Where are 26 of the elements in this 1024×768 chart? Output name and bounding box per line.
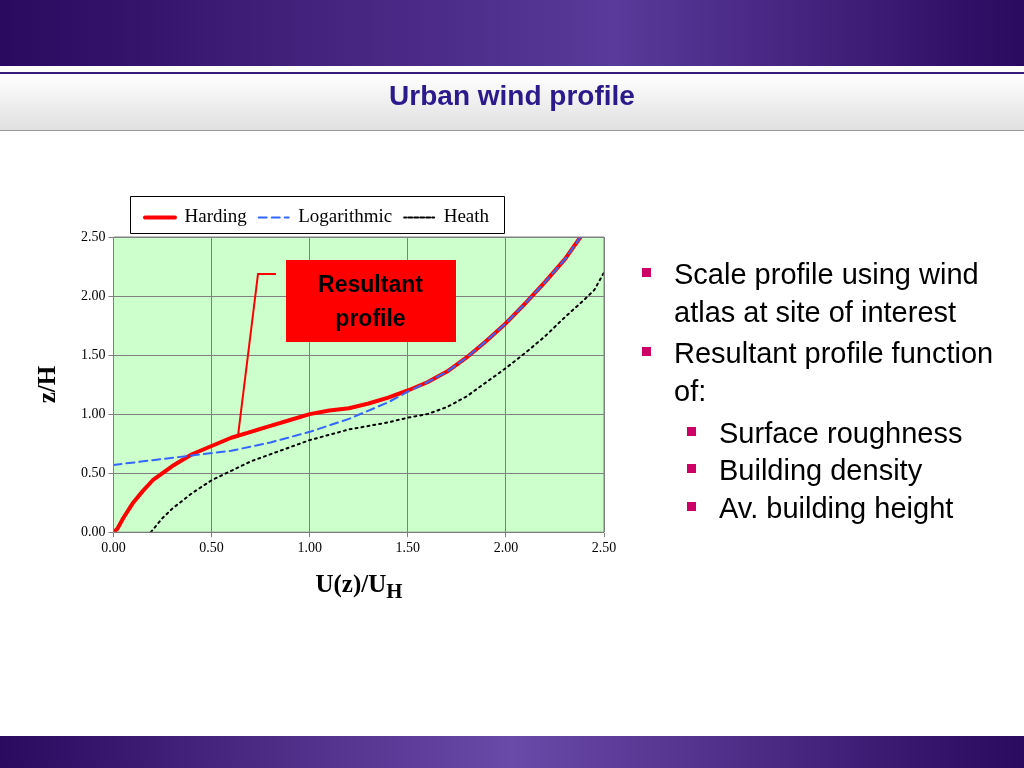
y-axis-title: z/H bbox=[33, 365, 61, 404]
y-tick-label: 1.00 bbox=[81, 405, 106, 421]
y-tick-label: 2.50 bbox=[81, 228, 106, 244]
x-tick-label: 0.00 bbox=[101, 540, 126, 556]
x-tick-label: 1.50 bbox=[395, 540, 421, 556]
y-tick-label: 0.50 bbox=[81, 464, 106, 480]
text: Scale profile using wind atlas at site of interest bbox=[673, 257, 980, 330]
x-tick-label: 2.50 bbox=[591, 540, 617, 556]
text: Resultant profile function of: bbox=[673, 336, 995, 410]
x-tick-label: 0.50 bbox=[199, 540, 224, 556]
x-axis-title: U(z)/U$_{H}$ bbox=[314, 570, 404, 604]
y-tick-label: 1.50 bbox=[81, 346, 106, 362]
x-tick-label: 2.00 bbox=[493, 540, 519, 556]
annotation: Resultant profile bbox=[285, 260, 456, 342]
line-series bbox=[149, 271, 604, 533]
legend-label: Heath bbox=[443, 205, 490, 227]
chart-title: Urban wind profile bbox=[388, 80, 636, 112]
line-series bbox=[113, 237, 582, 466]
text: Building density bbox=[718, 453, 924, 489]
text: Surface roughness bbox=[718, 415, 964, 451]
legend-label: Logarithmic bbox=[298, 205, 393, 227]
x-tick-label: 1.00 bbox=[297, 540, 322, 556]
text: Av. building height bbox=[718, 491, 955, 527]
legend-label: Harding bbox=[184, 205, 248, 227]
y-tick-label: 0.00 bbox=[81, 523, 106, 539]
y-tick-label: 2.00 bbox=[81, 287, 106, 303]
